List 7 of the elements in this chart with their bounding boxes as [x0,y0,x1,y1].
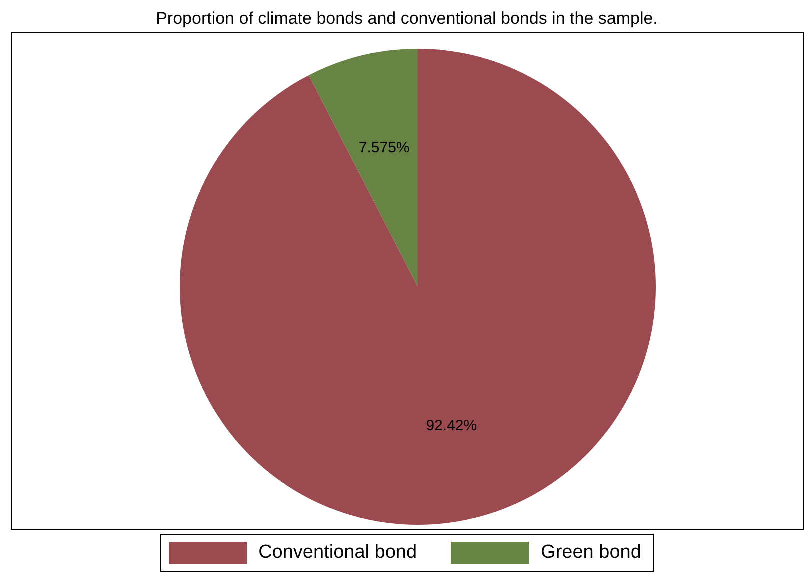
pie-slice [308,49,418,287]
legend-label: Conventional bond [258,542,418,564]
data-label: 92.42% [426,417,478,434]
chart-title: Proportion of climate bonds and conventional bonds in the sample. [155,8,659,30]
legend-label: Green bond [541,542,642,564]
pie-slice [180,49,656,525]
data-label: 7.575% [358,140,410,157]
